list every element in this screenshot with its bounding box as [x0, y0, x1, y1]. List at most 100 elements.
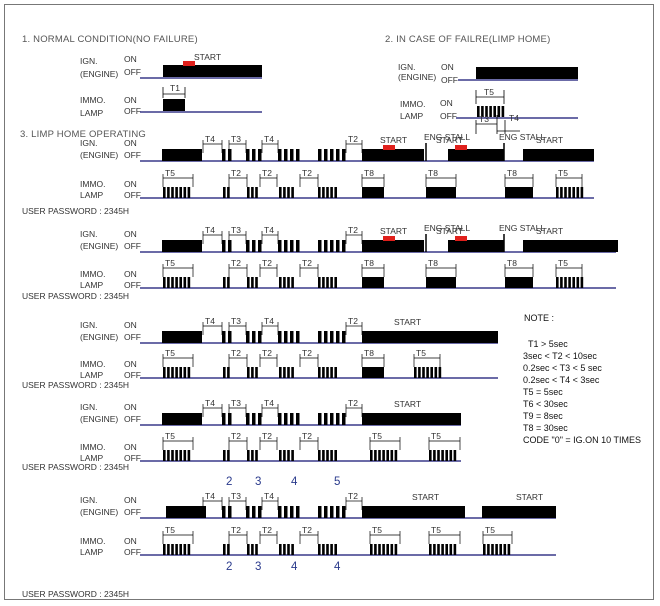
lamp-blink — [572, 277, 575, 288]
lamp-blink — [386, 544, 389, 555]
lamp-blink — [291, 187, 294, 198]
lamp-blink — [580, 277, 584, 288]
lamp-blink — [179, 367, 182, 378]
note-line: 0.2sec < T4 < 3sec — [523, 375, 600, 385]
lamp-blink — [167, 544, 170, 555]
digit: 2 — [226, 476, 232, 488]
ign-toggle — [342, 413, 346, 425]
ign-start-pulse — [523, 240, 618, 252]
lamp-blink — [326, 277, 329, 288]
off-label: OFF — [124, 414, 141, 424]
lamp-blink — [370, 450, 373, 461]
lamp-blink — [187, 450, 191, 461]
digit-row-top: 2 3 4 5 — [226, 476, 340, 488]
user-password-label: USER PASSWORD : 2345H — [22, 380, 129, 390]
lamp-blink — [175, 544, 178, 555]
diagram-frame — [4, 4, 654, 600]
note-line: T8 = 30sec — [523, 423, 568, 433]
lamp-blink — [291, 544, 294, 555]
note-line: CODE "0" = IG.ON 10 TIMES — [523, 435, 641, 445]
lamp-blink — [279, 187, 282, 198]
lamp-blink — [247, 277, 250, 288]
lamp-blink — [279, 277, 282, 288]
lamp-blink — [556, 277, 559, 288]
on-label: ON — [124, 402, 137, 412]
lamp-blink — [378, 450, 381, 461]
ign-toggle — [290, 506, 294, 518]
lamp-blink — [179, 277, 182, 288]
on-label: ON — [124, 536, 137, 546]
off-label: OFF — [124, 150, 141, 160]
timing-label: T4 — [205, 491, 215, 501]
lamp-blink — [449, 544, 453, 555]
lamp-blink — [445, 450, 448, 461]
ign-toggle — [222, 506, 226, 518]
section-normal: IGN. (ENGINE) ON OFF START IMMO. LAMP ON… — [80, 52, 262, 118]
engine-label: (ENGINE) — [80, 414, 118, 424]
off-label: OFF — [124, 241, 141, 251]
lamp-blink — [255, 187, 258, 198]
lamp-blink — [283, 277, 286, 288]
ign-toggle — [222, 240, 226, 252]
off-label: OFF — [124, 453, 141, 463]
ign-toggle — [246, 240, 250, 252]
start-label: START — [380, 226, 407, 236]
lamp-blink — [291, 367, 294, 378]
eng-stall-label: ENG STALL — [499, 223, 545, 233]
off-label: OFF — [124, 370, 141, 380]
engine-label: (ENGINE) — [80, 332, 118, 342]
start-label: START — [436, 226, 463, 236]
note-line: T9 = 8sec — [523, 411, 563, 421]
start-label: START — [380, 135, 407, 145]
lamp-blink — [223, 367, 226, 378]
lamp-blink — [330, 187, 333, 198]
lamp-label: LAMP — [80, 108, 103, 118]
ign-pulse — [162, 331, 202, 343]
ign-toggle — [246, 413, 250, 425]
ign-toggle — [342, 240, 346, 252]
ign-toggle — [258, 506, 262, 518]
heading-normal: 1. NORMAL CONDITION(NO FAILURE) — [22, 34, 198, 45]
timing-label: T5 — [558, 258, 568, 268]
ign-start-pulse — [523, 149, 594, 161]
timing-label: T5 — [165, 168, 175, 178]
ign-toggle — [258, 240, 262, 252]
lamp-blink — [386, 450, 389, 461]
ign-start-pulse — [448, 240, 504, 252]
lamp-blink — [481, 106, 484, 117]
timing-label: T8 — [507, 168, 517, 178]
lamp-blink — [495, 544, 498, 555]
lamp-blink — [187, 277, 191, 288]
lamp-blink — [430, 367, 433, 378]
timing-label: T2 — [348, 398, 358, 408]
lamp-blink — [163, 450, 166, 461]
lamp-blink — [491, 544, 494, 555]
timing-label: T8 — [428, 168, 438, 178]
off-label: OFF — [124, 280, 141, 290]
digit: 2 — [226, 561, 232, 573]
lamp-blink — [560, 187, 563, 198]
immo-label: IMMO. — [80, 269, 106, 279]
lamp-blink — [382, 544, 385, 555]
ign-toggle — [246, 331, 250, 343]
lamp-blink — [255, 544, 258, 555]
lamp-blink — [437, 450, 440, 461]
timing-label: T8 — [364, 258, 374, 268]
lamp-on-pulse — [362, 187, 384, 198]
engine-label: (ENGINE) — [80, 507, 118, 517]
note-title: NOTE : — [524, 313, 554, 323]
ign-toggle — [284, 331, 288, 343]
lamp-blink — [576, 187, 580, 198]
engine-label: (ENGINE) — [80, 241, 118, 251]
ign-on-pulse — [476, 67, 578, 79]
timing-label: T4 — [264, 134, 274, 144]
lamp-blink — [449, 450, 453, 461]
ign-toggle — [330, 506, 334, 518]
lamp-blink — [441, 544, 444, 555]
lamp-blink — [291, 450, 294, 461]
start-label: START — [436, 135, 463, 145]
lamp-blink — [576, 277, 580, 288]
ign-toggle — [318, 506, 322, 518]
